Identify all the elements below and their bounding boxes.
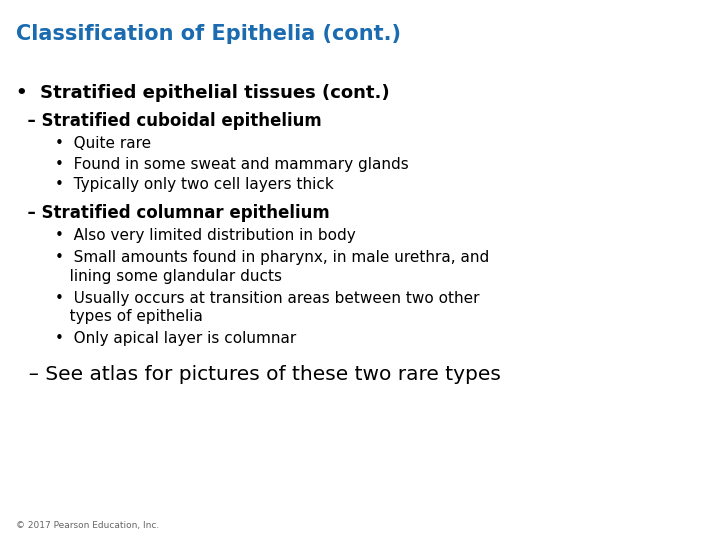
Text: •  Only apical layer is columnar: • Only apical layer is columnar	[16, 331, 296, 346]
Text: •  Quite rare: • Quite rare	[16, 136, 151, 151]
Text: •  Found in some sweat and mammary glands: • Found in some sweat and mammary glands	[16, 157, 408, 172]
Text: •  Also very limited distribution in body: • Also very limited distribution in body	[16, 228, 356, 244]
Text: – Stratified columnar epithelium: – Stratified columnar epithelium	[16, 204, 330, 222]
Text: – See atlas for pictures of these two rare types: – See atlas for pictures of these two ra…	[16, 364, 500, 383]
Text: Classification of Epithelia (cont.): Classification of Epithelia (cont.)	[16, 24, 401, 44]
Text: •  Stratified epithelial tissues (cont.): • Stratified epithelial tissues (cont.)	[16, 84, 390, 102]
Text: lining some glandular ducts: lining some glandular ducts	[16, 269, 282, 284]
Text: •  Small amounts found in pharynx, in male urethra, and: • Small amounts found in pharynx, in mal…	[16, 250, 489, 265]
Text: types of epithelia: types of epithelia	[16, 309, 203, 325]
Text: •  Usually occurs at transition areas between two other: • Usually occurs at transition areas bet…	[16, 291, 480, 306]
Text: •  Typically only two cell layers thick: • Typically only two cell layers thick	[16, 177, 333, 192]
Text: – Stratified cuboidal epithelium: – Stratified cuboidal epithelium	[16, 112, 322, 130]
Text: © 2017 Pearson Education, Inc.: © 2017 Pearson Education, Inc.	[16, 521, 159, 530]
